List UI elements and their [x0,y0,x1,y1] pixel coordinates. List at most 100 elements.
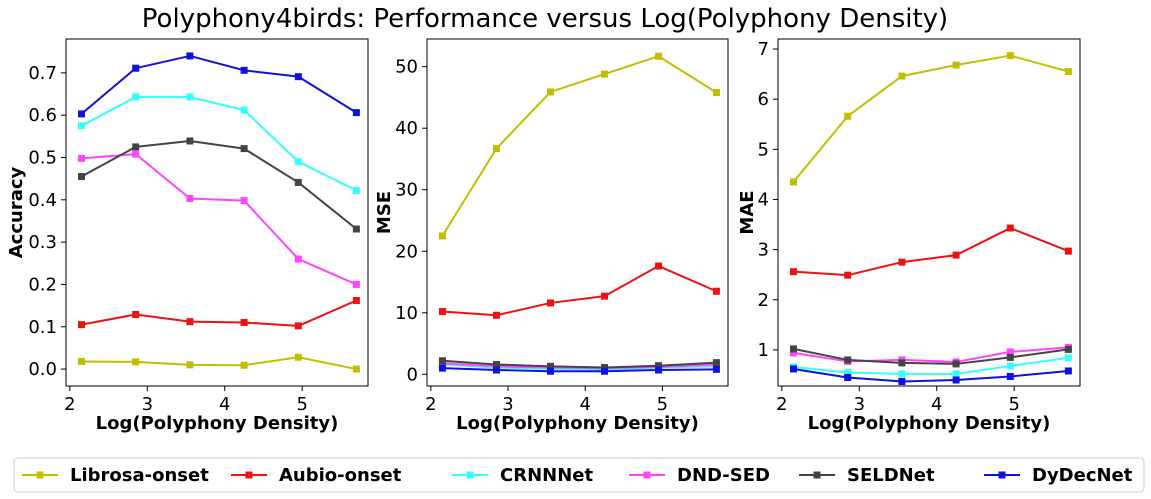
legend-label: DND-SED [677,465,770,486]
x-axis-label: Log(Polyphony Density) [96,413,339,434]
series-crnnnet [77,93,360,194]
y-axis-label: MAE [737,190,758,234]
data-point [77,110,85,118]
data-point [77,122,85,130]
data-point [132,358,140,366]
series-aubio-onset [789,224,1072,279]
data-point [186,361,194,369]
data-point [77,321,85,329]
data-point [898,377,906,385]
legend-label: DyDecNet [1032,465,1133,486]
y-tick-label: 0.2 [28,274,57,295]
x-axis-label: Log(Polyphony Density) [456,413,699,434]
x-tick-label: 5 [296,394,307,415]
data-point [240,145,248,153]
data-point [186,318,194,326]
series-line [81,95,357,192]
data-point [352,297,360,305]
series-line [81,153,357,286]
series-librosa-onset [438,52,720,240]
series-line [793,367,1069,383]
data-point [492,145,500,153]
legend-marker [998,471,1006,479]
data-point [1064,247,1072,255]
data-point [1006,224,1014,232]
data-point [655,262,663,270]
x-tick-label: 4 [931,394,942,415]
series-line [793,227,1069,277]
legend-entry-librosa-onset: Librosa-onset [22,465,209,486]
series-seldnet [789,345,1072,368]
x-tick-label: 5 [1008,394,1019,415]
data-point [438,364,446,372]
series-line [793,356,1069,375]
data-point [240,361,248,369]
series-dydecnet [438,364,720,375]
x-tick-label: 3 [142,394,153,415]
series-line [81,356,357,371]
x-tick-label: 2 [64,394,75,415]
series-librosa-onset [789,52,1072,186]
y-tick-label: 0.6 [28,105,57,126]
x-tick-label: 4 [219,394,230,415]
data-point [352,186,360,194]
plot-frame [65,38,369,387]
data-point [186,93,194,101]
data-point [1006,348,1014,356]
data-point [789,345,797,353]
data-point [352,280,360,288]
data-point [492,311,500,319]
x-tick-label: 2 [425,394,436,415]
y-axis-label: MSE [374,191,395,234]
data-point [712,287,720,295]
x-tick-label: 5 [657,394,668,415]
data-point [844,373,852,381]
data-point [132,310,140,318]
data-point [77,357,85,365]
data-point [438,308,446,316]
legend-entry-dydecnet: DyDecNet [984,465,1133,486]
series-line [80,54,357,115]
legend-marker [813,471,821,479]
series-line [442,359,717,369]
data-point [132,93,140,101]
y-tick-label: 30 [395,180,418,201]
data-point [546,362,554,370]
data-point [186,52,194,60]
data-point [952,251,960,259]
data-point [789,268,797,276]
x-tick-label: 2 [776,394,787,415]
series-line [442,265,717,317]
data-point [546,88,554,96]
legend-marker [245,471,253,479]
legend-entry-seldnet: SELDNet [799,465,935,486]
legend-label: Aubio-onset [279,465,402,486]
x-tick-label: 4 [579,394,590,415]
data-point [712,89,720,97]
data-point [655,362,663,370]
data-point [898,72,906,80]
data-point [132,150,140,158]
data-point [352,109,360,117]
plot-frame [426,38,729,387]
data-point [1064,345,1072,353]
data-point [294,255,302,263]
y-tick-label: 3 [758,240,769,261]
y-tick-label: 4 [758,189,769,210]
data-point [789,178,797,186]
data-point [898,359,906,367]
data-point [77,173,85,181]
data-point [952,61,960,69]
y-axis-label: Accuracy [6,166,27,258]
y-tick-label: 0.1 [28,317,57,338]
data-point [352,365,360,373]
data-point [898,258,906,266]
series-librosa-onset [77,353,360,373]
data-point [1064,68,1072,76]
data-point [1064,367,1072,375]
series-dnd-sed [77,150,360,288]
data-point [492,360,500,368]
series-line [441,55,717,237]
data-point [294,158,302,166]
